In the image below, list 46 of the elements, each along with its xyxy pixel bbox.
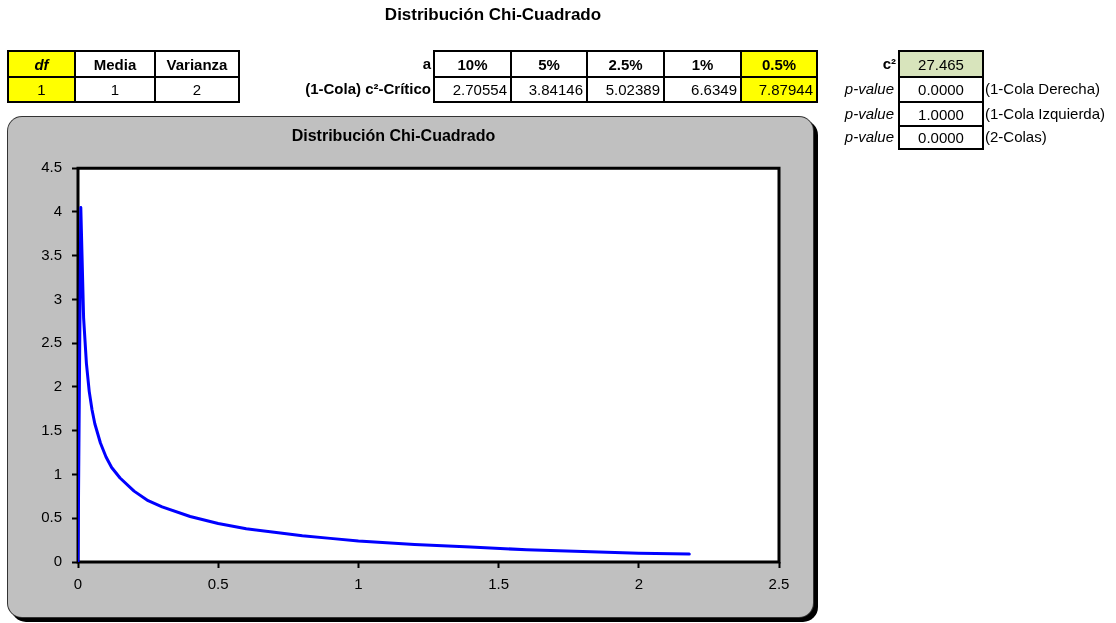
- text: 1.0000: [918, 105, 964, 123]
- y-tick-label: 1.5: [41, 420, 62, 438]
- text: 2.5%: [608, 55, 643, 73]
- text: 5%: [538, 55, 560, 73]
- text: Distribución Chi-Cuadrado: [383, 5, 603, 25]
- text: (1-Cola) c²-Crítico: [305, 80, 431, 97]
- y-tick-label: 2: [53, 377, 62, 395]
- y-tick-label: 2.5: [41, 333, 62, 351]
- y-tick-label: 3.5: [41, 245, 62, 263]
- text: 27.465: [918, 55, 964, 73]
- text: 6.6349: [691, 81, 737, 98]
- text: 2.70554: [452, 81, 507, 98]
- text: 7.87944: [758, 81, 813, 98]
- x-tick-label: 2: [634, 575, 643, 593]
- text: (1-Cola Izquierda): [985, 104, 1106, 122]
- text: 5.02389: [605, 81, 660, 98]
- text: c²: [882, 54, 896, 72]
- text: 10%: [457, 55, 488, 73]
- y-tick-label: 0: [53, 552, 62, 570]
- text: p-value: [844, 104, 894, 122]
- x-tick-label: 0.5: [207, 575, 229, 593]
- text: 0.0000: [918, 129, 964, 146]
- y-tick-label: 3: [53, 289, 62, 307]
- text: 1%: [691, 55, 714, 73]
- text: 3.84146: [528, 81, 583, 98]
- text: 0.5%: [761, 55, 797, 73]
- text: 1: [110, 81, 120, 98]
- x-tick-label: 2.5: [768, 575, 790, 593]
- text: Varianza: [166, 55, 228, 73]
- x-tick-label: 0: [73, 575, 83, 593]
- y-tick-label: 1: [53, 464, 62, 482]
- chart-title: Distribución Chi-Cuadrado: [291, 127, 496, 145]
- y-tick-label: 0.5: [41, 508, 62, 526]
- text: a: [422, 54, 431, 72]
- text: p-value: [844, 128, 894, 145]
- text: 0.0000: [918, 81, 964, 98]
- y-tick-label: 4.5: [41, 158, 62, 176]
- y-tick-label: 4: [53, 202, 62, 220]
- text: Media: [93, 55, 137, 73]
- x-tick-label: 1.5: [488, 575, 510, 593]
- text: (2-Colas): [985, 128, 1047, 145]
- text: (1-Cola Derecha): [985, 80, 1101, 97]
- x-tick-label: 1: [354, 575, 363, 593]
- text: df: [34, 55, 49, 73]
- text: p-value: [844, 80, 894, 97]
- text: 2: [192, 81, 202, 98]
